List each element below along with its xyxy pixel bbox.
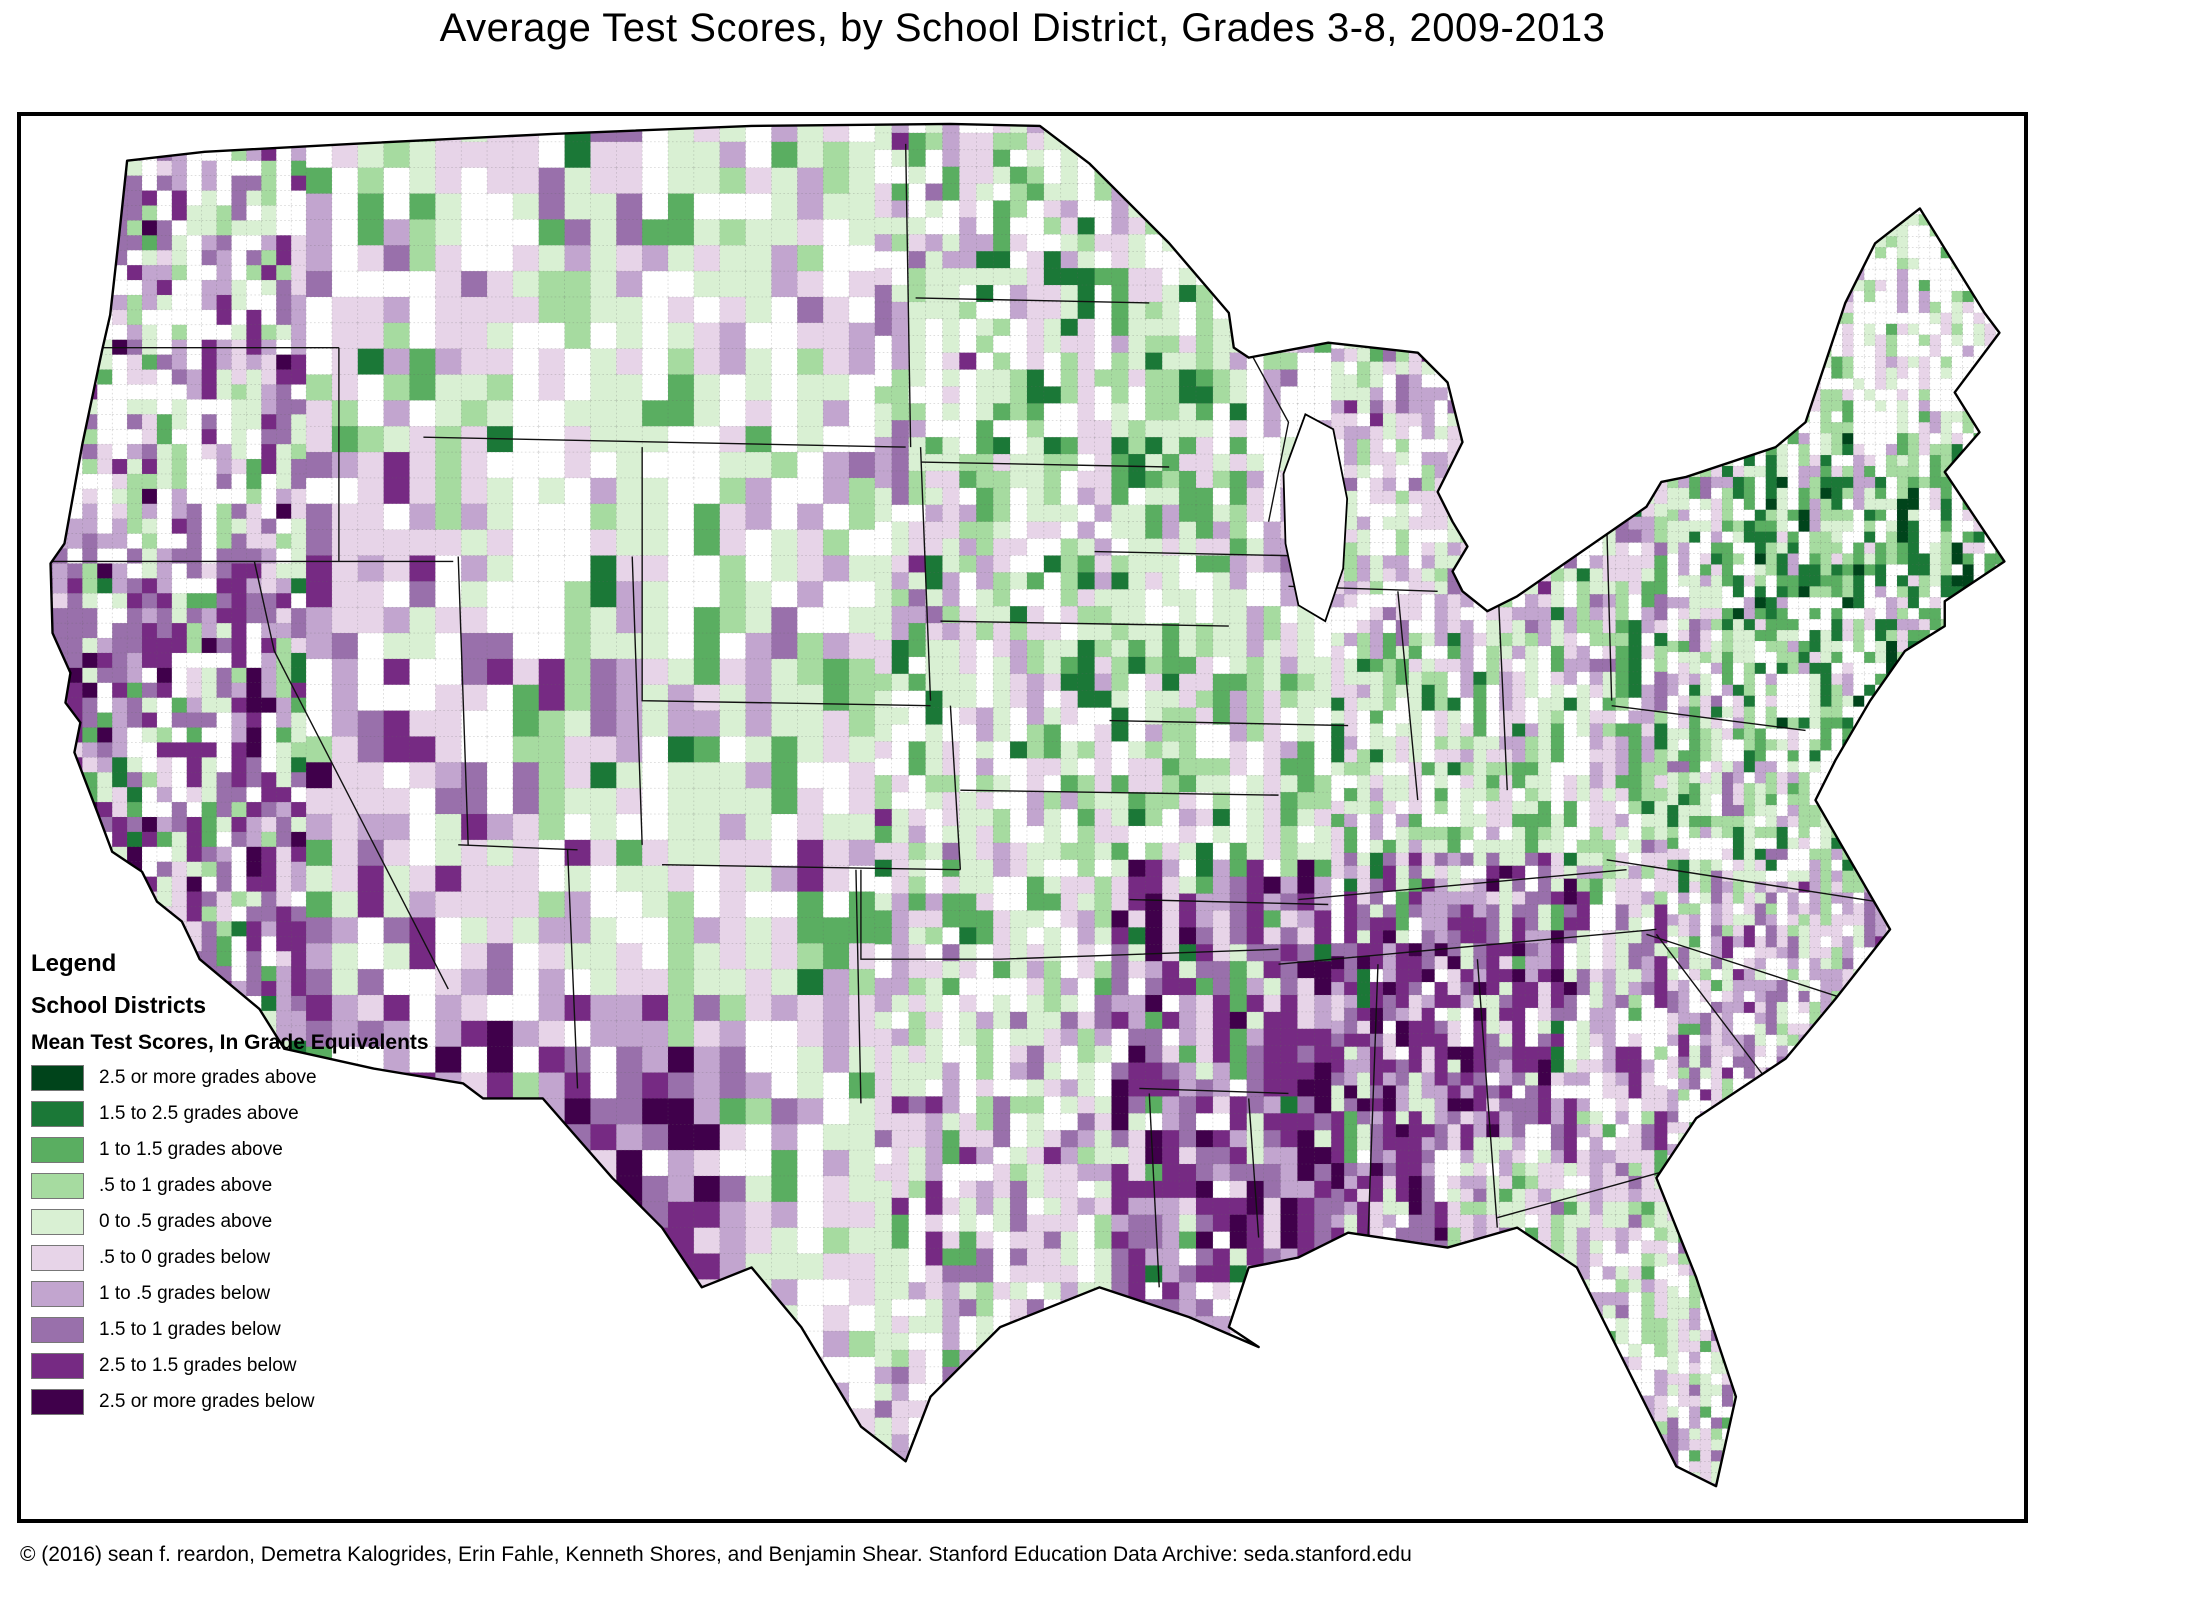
legend-swatch	[31, 1101, 84, 1127]
legend-rows: 2.5 or more grades above 1.5 to 2.5 grade…	[31, 1065, 429, 1415]
legend-item: 2.5 or more grades below	[31, 1389, 429, 1415]
legend-scale-title: Mean Test Scores, In Grade Equivalents	[31, 1031, 429, 1054]
legend-swatch	[31, 1173, 84, 1199]
legend-item: 1 to 1.5 grades above	[31, 1137, 429, 1163]
map-frame: Legend School Districts Mean Test Scores…	[17, 112, 2028, 1523]
legend-item-label: 2.5 to 1.5 grades below	[99, 1355, 297, 1376]
legend-item: .5 to 1 grades above	[31, 1173, 429, 1199]
us-choropleth-map	[49, 122, 2006, 1488]
legend-item-label: .5 to 0 grades below	[99, 1247, 271, 1268]
legend-item-label: 1.5 to 1 grades below	[99, 1319, 281, 1340]
legend-item-label: 1 to 1.5 grades above	[99, 1139, 283, 1160]
us-outline	[49, 122, 2006, 1488]
legend-item: 1 to .5 grades below	[31, 1281, 429, 1307]
legend-swatch	[31, 1353, 84, 1379]
legend-item: 1.5 to 1 grades below	[31, 1317, 429, 1343]
map-legend: Legend School Districts Mean Test Scores…	[31, 950, 429, 1425]
state-boundaries	[50, 143, 1896, 1288]
page-title: Average Test Scores, by School District,…	[439, 6, 1606, 50]
credit-line: © (2016) sean f. reardon, Demetra Kalogr…	[20, 1543, 1412, 1566]
legend-item-label: 2.5 or more grades above	[99, 1067, 317, 1088]
legend-item: 0 to .5 grades above	[31, 1209, 429, 1235]
lake-michigan	[1282, 413, 1349, 623]
legend-item-label: 1.5 to 2.5 grades above	[99, 1103, 299, 1124]
legend-item: 1.5 to 2.5 grades above	[31, 1101, 429, 1127]
legend-swatch	[31, 1317, 84, 1343]
legend-heading: Legend	[31, 950, 117, 977]
legend-item-label: 1 to .5 grades below	[99, 1283, 271, 1304]
legend-item: 2.5 or more grades above	[31, 1065, 429, 1091]
legend-item: 2.5 to 1.5 grades below	[31, 1353, 429, 1379]
legend-swatch	[31, 1245, 84, 1271]
legend-swatch	[31, 1209, 84, 1235]
legend-item-label: 0 to .5 grades above	[99, 1211, 273, 1232]
legend-item: .5 to 0 grades below	[31, 1245, 429, 1271]
legend-swatch	[31, 1281, 84, 1307]
legend-item-label: .5 to 1 grades above	[99, 1175, 273, 1196]
legend-swatch	[31, 1389, 84, 1415]
legend-swatch	[31, 1137, 84, 1163]
legend-layer-name: School Districts	[31, 992, 207, 1018]
legend-swatch	[31, 1065, 84, 1091]
legend-item-label: 2.5 or more grades below	[99, 1391, 315, 1412]
